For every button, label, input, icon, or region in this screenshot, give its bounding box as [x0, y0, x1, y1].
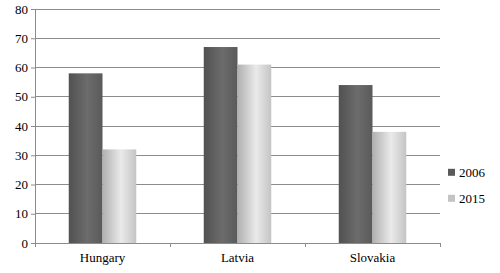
bar: [204, 47, 238, 243]
tick-label: 80: [15, 2, 28, 17]
tick-label: 10: [15, 206, 28, 221]
tick: 0: [22, 236, 36, 251]
y-axis: 0 10 20 30 40 50 60 70 80: [15, 2, 36, 251]
tick-label: 30: [15, 148, 28, 163]
tick-mark: [31, 97, 35, 98]
tick: Latvia: [221, 243, 254, 265]
legend-label: 2015: [459, 191, 485, 206]
tick: 30: [15, 148, 35, 163]
tick: Hungary: [80, 243, 126, 265]
legend-item: 2015: [448, 191, 485, 206]
bar: [238, 65, 272, 243]
axis-line: [35, 10, 36, 244]
tick-label: Hungary: [80, 250, 126, 265]
category-separator: [440, 243, 441, 247]
bar: [103, 149, 137, 243]
tick: 20: [15, 177, 35, 192]
tick-label: 0: [22, 236, 29, 251]
tick-label: 70: [15, 31, 28, 46]
tick-mark: [31, 126, 35, 127]
tick-label: 60: [15, 60, 28, 75]
category-separator: [170, 243, 171, 247]
x-axis: Hungary Latvia Slovakia: [36, 243, 441, 265]
axis-line: [36, 243, 441, 244]
grid-line: [35, 9, 440, 10]
bar: [69, 73, 103, 243]
legend-label: 2006: [459, 165, 486, 180]
tick-label: 20: [15, 177, 28, 192]
tick: Slovakia: [350, 243, 396, 265]
category-separator: [35, 243, 36, 247]
tick: 10: [15, 206, 35, 221]
tick-mark: [31, 155, 35, 156]
tick-label: Slovakia: [350, 250, 396, 265]
tick-mark: [31, 9, 35, 10]
bars: [69, 47, 407, 243]
tick: 40: [15, 119, 35, 134]
tick-mark: [31, 68, 35, 69]
tick: 50: [15, 89, 35, 104]
plot: 0 10 20 30 40 50 60 70 80 Hungary Latvia Slovakia: [15, 2, 441, 266]
tick-label: Latvia: [221, 250, 254, 265]
grid-line: [35, 38, 440, 39]
legend: 2006 2015: [448, 165, 486, 206]
grid: [35, 9, 440, 243]
tick: 70: [15, 31, 35, 46]
legend-swatch: [448, 195, 455, 202]
tick-mark: [31, 38, 35, 39]
legend-item: 2006: [448, 165, 486, 180]
tick-label: 40: [15, 119, 28, 134]
tick-mark: [31, 185, 35, 186]
tick-mark: [31, 243, 35, 244]
category-separators: [35, 243, 440, 247]
bar: [373, 132, 407, 243]
chart: 0 10 20 30 40 50 60 70 80 Hungary Latvia Slovakia 20…: [0, 0, 500, 273]
tick-label: 50: [15, 89, 28, 104]
legend-swatch: [448, 169, 455, 176]
category-separator: [305, 243, 306, 247]
tick: 60: [15, 60, 35, 75]
bar: [339, 85, 373, 243]
tick: 80: [15, 2, 35, 17]
tick-mark: [31, 214, 35, 215]
